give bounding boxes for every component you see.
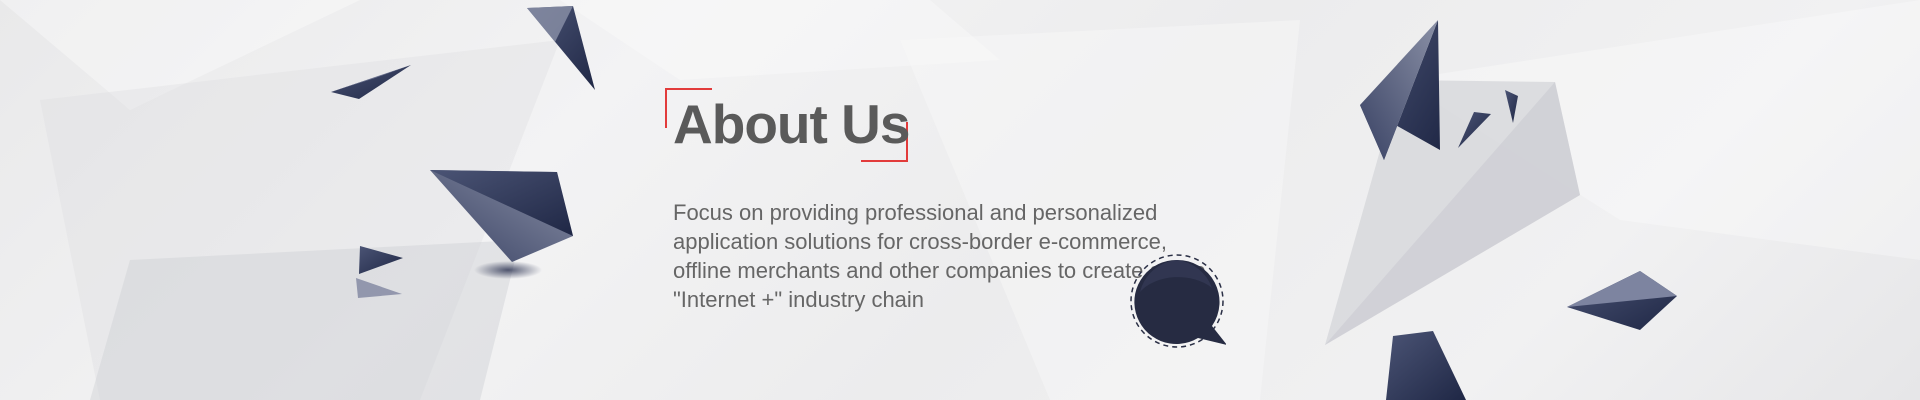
pyramid-shape	[331, 65, 411, 99]
pyramid-shape	[359, 246, 403, 274]
bg-facet	[1325, 82, 1580, 345]
corner-accent-top-left	[665, 88, 712, 128]
pyramid-shadow	[474, 261, 542, 279]
bg-facet	[90, 240, 520, 400]
bg-facet	[1400, 0, 1920, 260]
pyramid-shape	[331, 65, 411, 92]
corner-accent-bottom-right	[861, 122, 908, 162]
pyramid-shape	[430, 170, 573, 236]
pyramid-shape	[1567, 271, 1677, 307]
bg-facet	[0, 0, 360, 110]
chat-bubble-icon	[1130, 254, 1227, 348]
page-title: About Us	[673, 93, 910, 155]
bg-facet	[40, 40, 560, 400]
chat-button[interactable]	[1128, 252, 1227, 350]
about-description: Focus on providing professional and pers…	[673, 200, 1206, 312]
pyramid-reflection	[356, 278, 402, 298]
pyramid-shape	[1360, 20, 1438, 160]
pyramid-shape	[1458, 112, 1491, 148]
pyramid-shape	[527, 6, 573, 42]
bg-facet	[560, 0, 1000, 80]
pyramid-shape	[1505, 90, 1518, 123]
pyramid-shape	[1386, 331, 1466, 400]
title-block: About Us	[665, 88, 925, 162]
